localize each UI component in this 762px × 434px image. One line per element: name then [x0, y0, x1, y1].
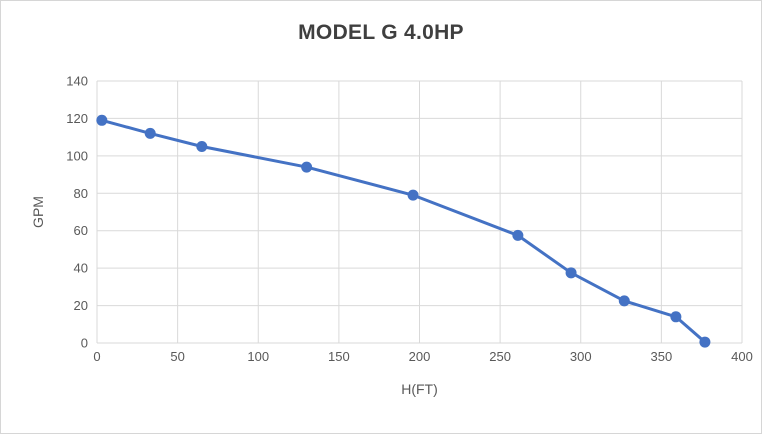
data-point-marker — [699, 336, 711, 348]
y-tick-label: 0 — [81, 336, 88, 351]
data-point-marker — [144, 127, 156, 139]
x-tick-label: 0 — [93, 349, 100, 364]
data-point-marker — [618, 295, 630, 307]
x-axis-title: H(FT) — [401, 381, 438, 397]
x-tick-label: 300 — [570, 349, 592, 364]
series-line — [100, 118, 707, 344]
y-tick-label: 60 — [74, 223, 88, 238]
x-tick-label: 200 — [409, 349, 431, 364]
x-tick-label: 250 — [489, 349, 511, 364]
x-tick-label: 350 — [651, 349, 673, 364]
y-tick-label: 20 — [74, 298, 88, 313]
x-tick-label: 50 — [170, 349, 184, 364]
data-point-marker — [565, 267, 577, 279]
data-point-marker — [196, 141, 208, 152]
x-tick-label: 100 — [247, 349, 269, 364]
y-tick-label: 120 — [66, 111, 88, 126]
data-point-marker — [407, 189, 419, 201]
y-tick-label: 80 — [74, 186, 88, 201]
data-point-marker — [301, 161, 313, 173]
y-tick-label: 100 — [66, 148, 88, 163]
x-tick-label: 400 — [731, 349, 753, 364]
chart-title: MODEL G 4.0HP — [298, 21, 464, 44]
data-point-marker — [670, 311, 682, 323]
data-point-marker — [512, 229, 524, 241]
data-point-marker — [96, 114, 108, 126]
y-tick-label: 140 — [66, 74, 88, 89]
x-tick-label: 150 — [328, 349, 350, 364]
y-tick-label: 40 — [74, 261, 88, 276]
